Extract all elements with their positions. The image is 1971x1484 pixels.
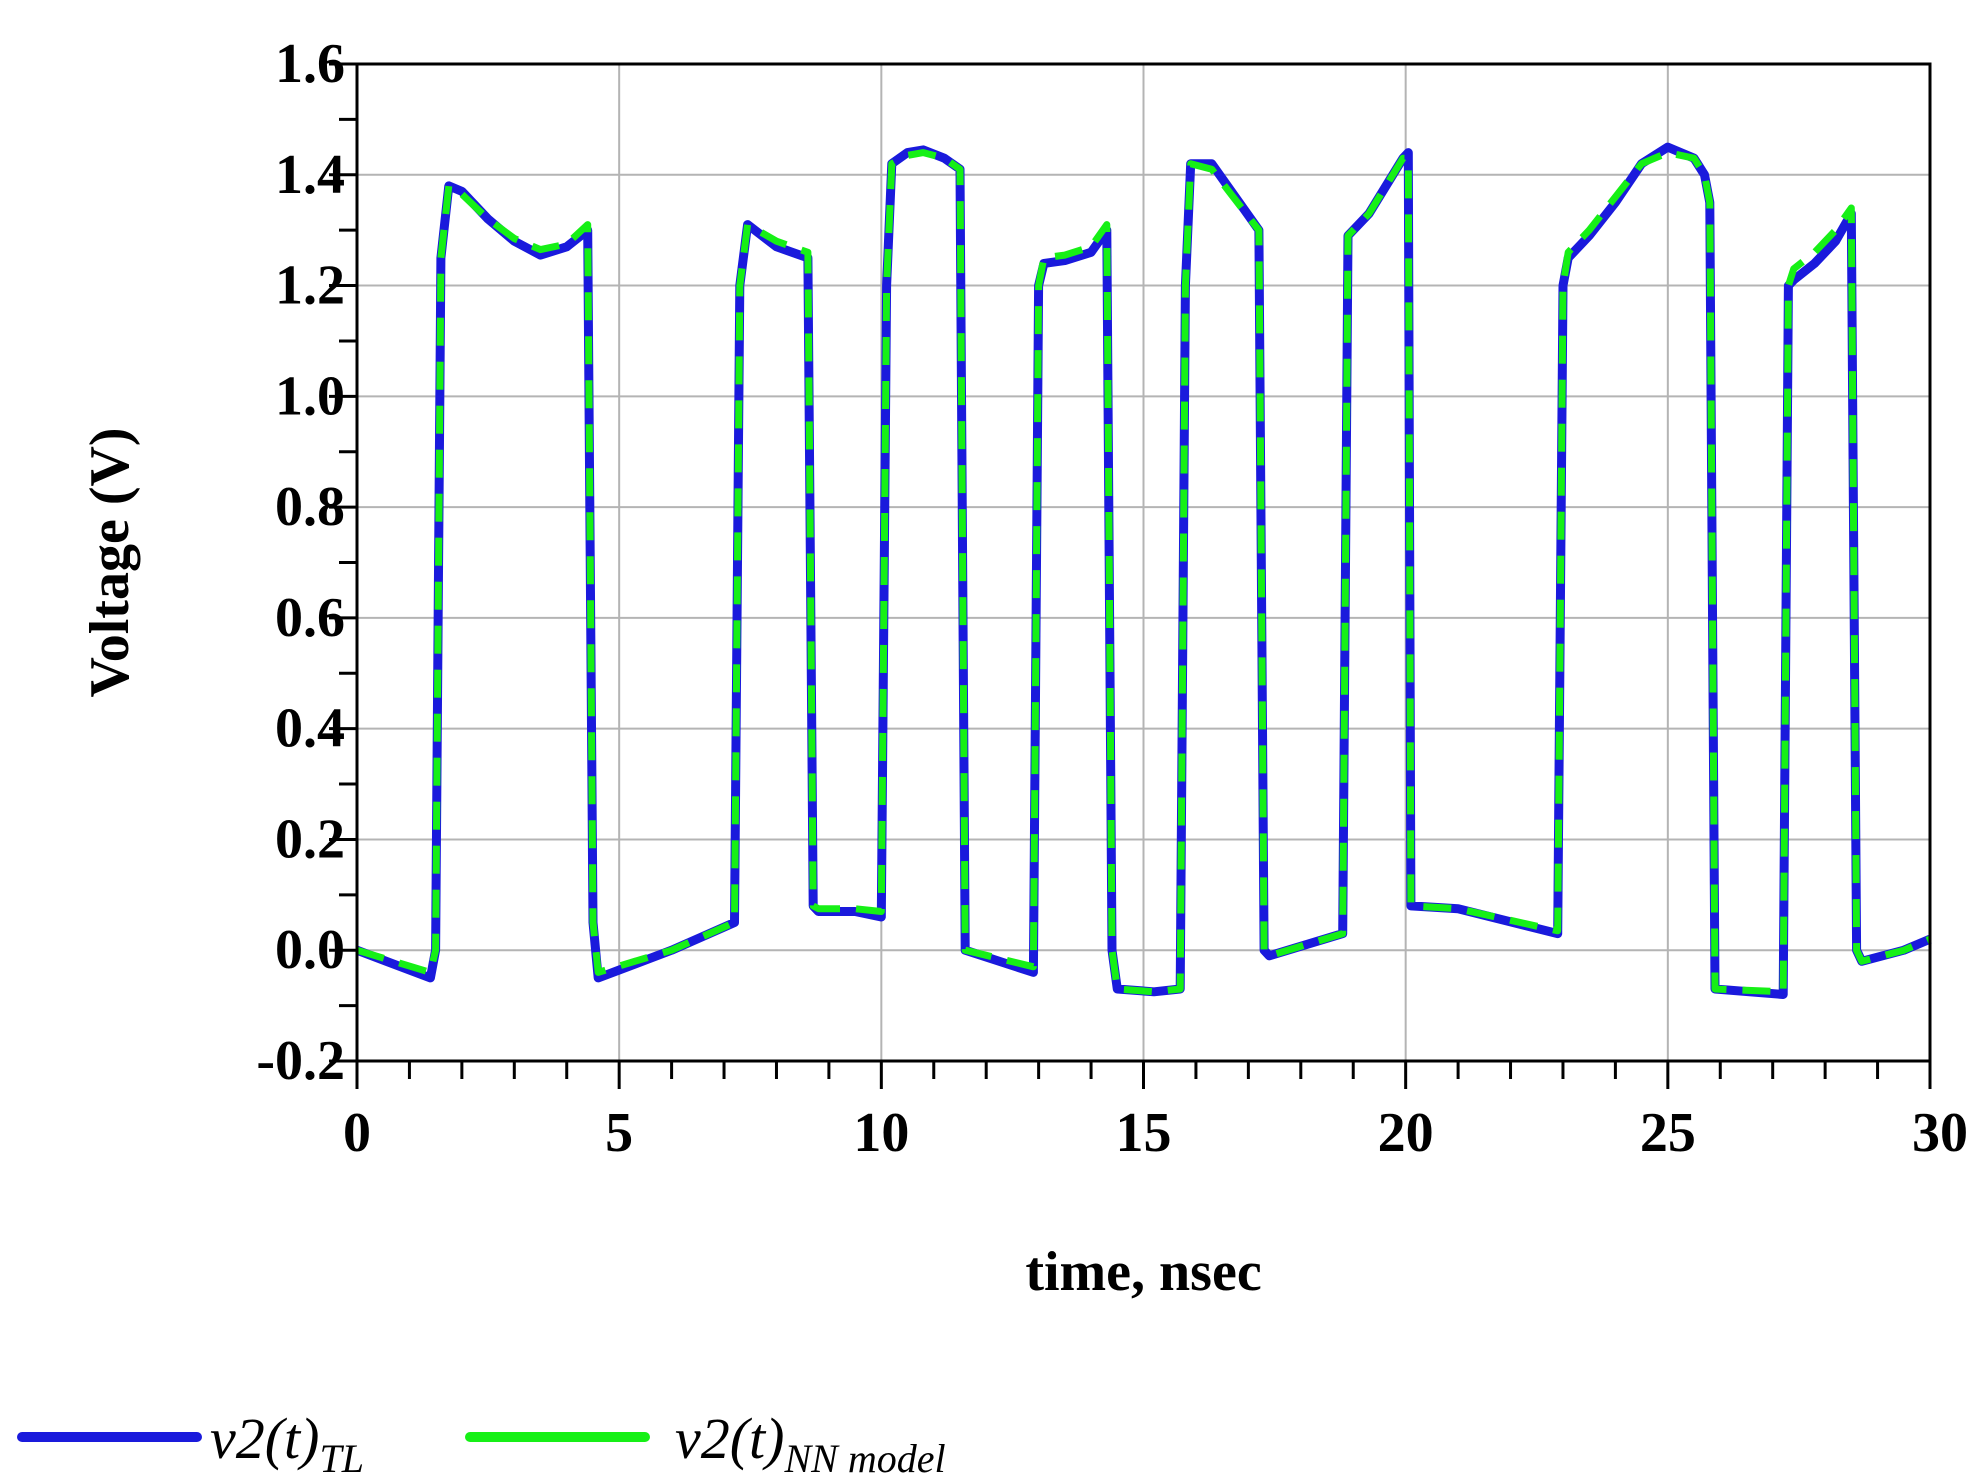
x-tick-label: 0 (343, 1102, 371, 1164)
legend-label: v2(t)NN model (675, 1406, 946, 1481)
x-tick-label: 20 (1378, 1102, 1434, 1164)
axis-ticks (329, 62, 1932, 1089)
x-tick-label: 15 (1116, 1102, 1172, 1164)
x-axis-title: time, nsec (1025, 1241, 1261, 1303)
tick-labels: -0.2 0.0 0.2 0.4 0.6 0.8 1.0 1.2 1.4 1.6 0 5 10 15 20 2… (256, 33, 1968, 1164)
legend-label: v2(t)TL (210, 1406, 364, 1481)
series-layer (355, 142, 1932, 999)
x-tick-label: 10 (853, 1102, 909, 1164)
y-axis-title: Voltage (V) (79, 427, 141, 697)
y-tick-label: 0.6 (275, 587, 345, 649)
y-tick-label: 1.2 (275, 255, 345, 317)
y-tick-label: 0.8 (275, 476, 345, 538)
legend: v2(t)TL v2(t)NN model (17, 1406, 946, 1481)
y-tick-label: -0.2 (256, 1030, 345, 1092)
y-tick-label: 0.0 (275, 919, 345, 981)
y-tick-label: 0.2 (275, 808, 345, 870)
y-tick-label: 1.6 (275, 33, 345, 95)
y-tick-label: 1.4 (275, 144, 345, 206)
series-line-nn-model (355, 149, 1932, 996)
x-tick-label: 25 (1640, 1102, 1696, 1164)
y-tick-label: 0.4 (275, 698, 345, 760)
y-tick-label: 1.0 (275, 365, 345, 427)
x-tick-label: 30 (1912, 1102, 1968, 1164)
x-tick-label: 5 (605, 1102, 633, 1164)
